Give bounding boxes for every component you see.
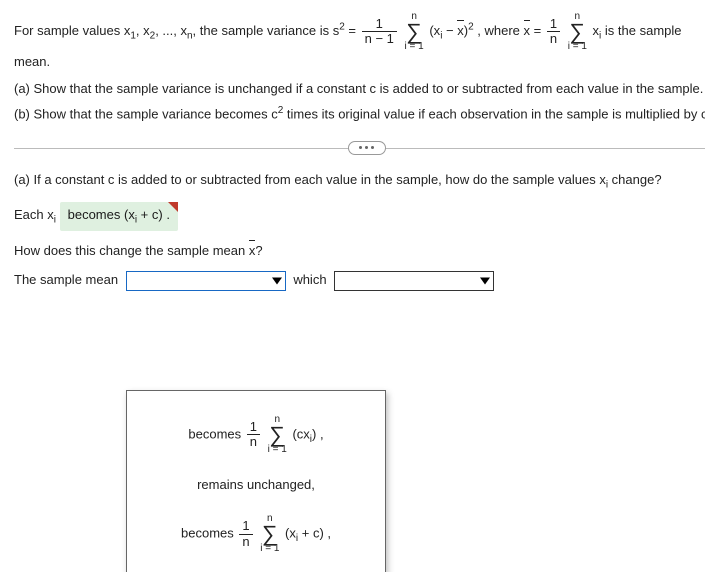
how-change-line: How does this change the sample mean x? <box>14 241 705 261</box>
problem-statement: (a) Show that the sample variance is unc… <box>14 79 705 123</box>
t: (a) If a constant c is added to or subtr… <box>14 172 606 187</box>
t: times its original value if each observa… <box>283 106 705 121</box>
sum-sym: ∑ <box>568 22 587 42</box>
fraction: 1 n − 1 <box>362 17 397 47</box>
section-separator <box>14 138 705 160</box>
t: (x <box>429 23 440 38</box>
t: ? <box>255 243 262 258</box>
each-xi-line: Each xi becomes (xi + c) . <box>14 202 705 231</box>
t: + c) <box>137 207 163 222</box>
t: ) , <box>312 426 324 441</box>
summation: n ∑ i = 1 <box>268 415 287 455</box>
t: Each x <box>14 207 54 222</box>
t: (b) Show that the sample variance become… <box>14 106 278 121</box>
t: = <box>345 23 360 38</box>
t: change? <box>608 172 662 187</box>
summation: n ∑ i = 1 <box>260 514 279 554</box>
flag-icon <box>168 202 178 212</box>
dropdown-option-1[interactable]: becomes 1 n n ∑ i = 1 (cxi) , <box>137 405 375 465</box>
t: (cx <box>292 426 309 441</box>
t: , where <box>477 23 523 38</box>
fraction: 1 n <box>247 420 260 450</box>
numerator: 1 <box>362 17 397 32</box>
part-a-statement: (a) Show that the sample variance is unc… <box>14 79 705 99</box>
t: becomes <box>181 526 237 541</box>
t: − <box>442 23 457 38</box>
t: (x <box>285 526 296 541</box>
t: (xi − x)2 <box>429 23 477 38</box>
t: For sample values x <box>14 23 130 38</box>
denominator: n − 1 <box>362 32 397 46</box>
sum-bot: i = 1 <box>405 42 424 52</box>
dropdown-1[interactable] <box>126 271 286 291</box>
part-b-statement: (b) Show that the sample variance become… <box>14 103 705 124</box>
fraction: 1 n <box>547 17 560 47</box>
denominator: n <box>247 435 260 449</box>
t: + c) , <box>298 526 331 541</box>
t: 2 <box>468 22 474 33</box>
numerator: 1 <box>547 17 560 32</box>
t: is the sample <box>605 23 682 38</box>
x-bar: x <box>457 21 464 41</box>
summation: n ∑ i = 1 <box>568 12 587 52</box>
t: , x <box>136 23 150 38</box>
dropdown-option-3[interactable]: becomes 1 n n ∑ i = 1 (xi + c) , <box>137 504 375 564</box>
answer-pill[interactable]: becomes (xi + c) . <box>60 202 178 231</box>
denominator: n <box>239 535 252 549</box>
summation: n ∑ i = 1 <box>405 12 424 52</box>
problem-intro: For sample values x 1 , x 2 , ..., x n , the s… <box>14 12 705 71</box>
x-bar: x <box>249 241 256 261</box>
sum-bot: i = 1 <box>268 445 287 455</box>
chevron-down-icon <box>480 277 490 284</box>
x-bar: x <box>524 21 531 41</box>
ellipsis-icon <box>348 141 386 155</box>
part-a-work: (a) If a constant c is added to or subtr… <box>14 170 705 291</box>
sum-sym: ∑ <box>260 524 279 544</box>
t: becomes <box>188 426 244 441</box>
t: The sample mean <box>14 272 118 287</box>
numerator: 1 <box>239 519 252 534</box>
t: i <box>54 215 56 226</box>
t: How does this change the sample mean <box>14 243 249 258</box>
sum-bot: i = 1 <box>260 544 279 554</box>
sum-bot: i = 1 <box>568 42 587 52</box>
t: becomes <box>68 207 124 222</box>
t: , ..., x <box>155 23 187 38</box>
sum-sym: ∑ <box>405 22 424 42</box>
chevron-down-icon <box>272 277 282 284</box>
t: mean. <box>14 52 705 72</box>
intro-math: For sample values x1, x2, ..., xn, the s… <box>14 23 682 38</box>
t: (x <box>124 207 135 222</box>
dropdown-panel: becomes 1 n n ∑ i = 1 (cxi) , remains un… <box>126 390 386 572</box>
t: = <box>534 23 545 38</box>
t: , the sample variance is s <box>193 23 340 38</box>
numerator: 1 <box>247 420 260 435</box>
dropdown-2[interactable] <box>334 271 494 291</box>
sample-mean-line: The sample mean which <box>14 270 705 291</box>
t: which <box>293 272 326 287</box>
part-a-question: (a) If a constant c is added to or subtr… <box>14 170 705 193</box>
t: i <box>599 31 601 42</box>
denominator: n <box>547 32 560 46</box>
sum-sym: ∑ <box>268 425 287 445</box>
dropdown-option-2[interactable]: remains unchanged, <box>137 465 375 505</box>
fraction: 1 n <box>239 519 252 549</box>
